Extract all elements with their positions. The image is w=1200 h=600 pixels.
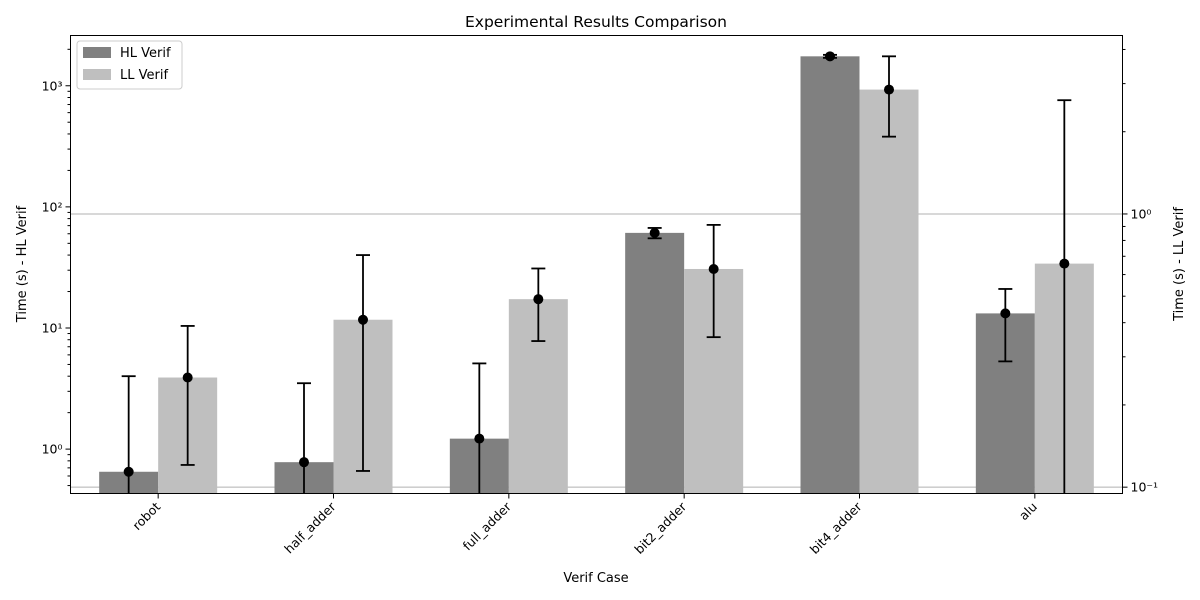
chart-title: Experimental Results Comparison [465,13,727,31]
y-right-tick-label: 10⁰ [1131,206,1152,221]
x-tick-label-half_adder: half_adder [281,498,339,556]
point-hl-verif-robot [123,466,134,477]
point-hl-verif-bit4_adder [825,51,835,62]
point-hl-verif-bit2_adder [649,227,660,238]
x-tick-label-alu: alu [1016,499,1040,523]
point-ll-verif-alu [1059,258,1070,269]
x-tick-label-full_adder: full_adder [460,498,515,553]
legend: HL Verif LL Verif [76,40,183,90]
point-ll-verif-robot [182,372,193,383]
y-right-tick-label: 10⁻¹ [1131,480,1159,495]
legend-label-hl-verif: HL Verif [120,46,171,61]
point-ll-verif-bit4_adder [884,84,894,95]
point-hl-verif-full_adder [474,433,485,444]
bar-ll-verif-bit4_adder [859,89,919,494]
y-left-tick-label: 10³ [42,78,63,93]
y-axis-left-label: Time (s) - HL Verif [15,205,30,323]
point-ll-verif-bit2_adder [708,263,719,274]
x-axis-label: Verif Case [563,571,628,586]
point-hl-verif-half_adder [299,457,309,468]
bar-hl-verif-bit4_adder [800,56,860,494]
point-ll-verif-full_adder [533,294,544,305]
y-left-tick-label: 10⁰ [42,442,63,457]
y-left-tick-label: 10² [42,199,63,214]
legend-swatch-ll-verif [83,69,111,80]
point-hl-verif-alu [1000,308,1011,319]
error-bars [121,51,1072,494]
bars [99,56,1094,494]
legend-swatch-hl-verif [83,47,111,58]
y-left-tick-label: 10¹ [42,320,63,335]
plot-frame [70,35,1123,494]
bar-hl-verif-bit2_adder [625,232,685,494]
x-tick-label-bit2_adder: bit2_adder [631,498,689,556]
x-tick-label-robot: robot [129,499,163,533]
x-tick-label-bit4_adder: bit4_adder [807,498,865,556]
y-axis-right-label: Time (s) - LL Verif [1172,207,1187,322]
point-ll-verif-half_adder [358,314,368,325]
legend-label-ll-verif: LL Verif [120,68,168,83]
grid-lines [70,213,1123,488]
